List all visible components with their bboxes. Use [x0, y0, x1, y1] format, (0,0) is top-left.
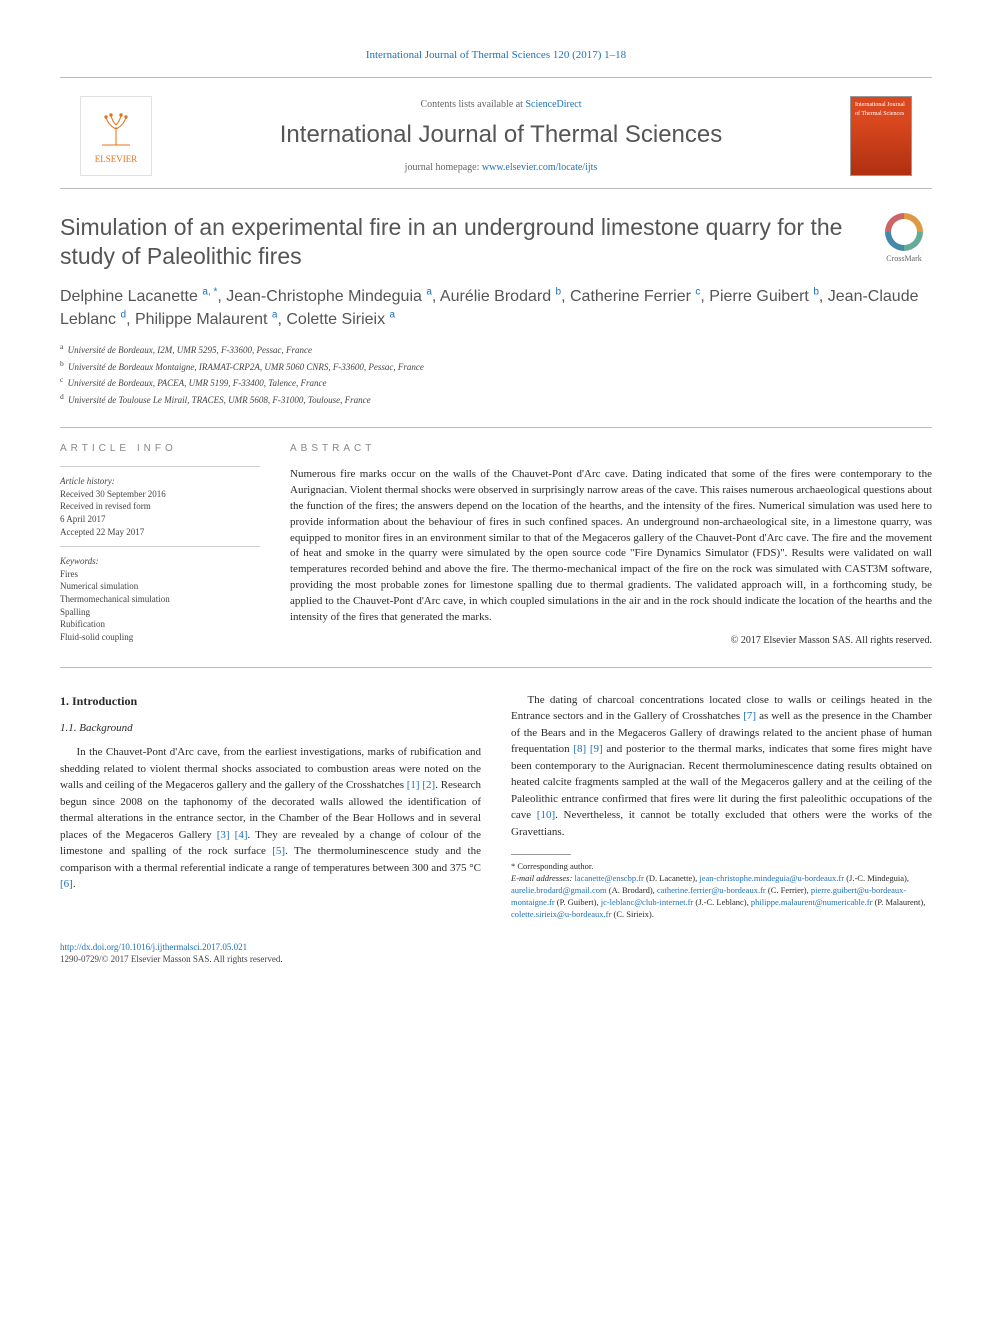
ref-8[interactable]: [8]	[573, 743, 586, 755]
header-citation: International Journal of Thermal Science…	[60, 48, 932, 63]
keywords-list: FiresNumerical simulationThermomechanica…	[60, 568, 260, 644]
homepage-line: journal homepage: www.elsevier.com/locat…	[172, 161, 830, 175]
footnote-separator	[511, 854, 571, 855]
ref-10[interactable]: [10]	[537, 809, 555, 821]
elsevier-logo: ELSEVIER	[80, 96, 152, 176]
abstract-heading: ABSTRACT	[290, 442, 932, 457]
sciencedirect-link[interactable]: ScienceDirect	[525, 99, 581, 110]
doi-link[interactable]: http://dx.doi.org/10.1016/j.ijthermalsci…	[60, 942, 247, 952]
crossmark-icon	[885, 213, 923, 251]
ref-7[interactable]: [7]	[743, 710, 756, 722]
ref-4[interactable]: [4]	[235, 829, 248, 841]
journal-name: International Journal of Thermal Science…	[172, 118, 830, 152]
page-footer: http://dx.doi.org/10.1016/j.ijthermalsci…	[60, 941, 932, 966]
author-list: Delphine Lacanette a, *, Jean-Christophe…	[60, 285, 932, 331]
ref-2[interactable]: [2]	[422, 779, 435, 791]
crossmark-label: CrossMark	[886, 253, 922, 264]
contents-available-line: Contents lists available at ScienceDirec…	[172, 98, 830, 112]
corresponding-author-note: * Corresponding author.	[511, 861, 932, 873]
ref-9[interactable]: [9]	[590, 743, 603, 755]
abstract: ABSTRACT Numerous fire marks occur on th…	[290, 442, 932, 648]
elsevier-label: ELSEVIER	[95, 153, 138, 166]
keywords-label: Keywords:	[60, 556, 99, 566]
journal-homepage-link[interactable]: www.elsevier.com/locate/ijts	[482, 162, 597, 173]
paragraph-2: The dating of charcoal concentrations lo…	[511, 692, 932, 841]
abstract-copyright: © 2017 Elsevier Masson SAS. All rights r…	[290, 634, 932, 649]
issn-copyright: 1290-0729/© 2017 Elsevier Masson SAS. Al…	[60, 954, 283, 964]
date-received: Received 30 September 2016	[60, 488, 260, 501]
article-title: Simulation of an experimental fire in an…	[60, 213, 856, 271]
paragraph-1: In the Chauvet-Pont d'Arc cave, from the…	[60, 744, 481, 893]
history-label: Article history:	[60, 476, 115, 486]
date-revised-label: Received in revised form	[60, 500, 260, 513]
ref-3[interactable]: [3]	[217, 829, 230, 841]
footnotes: * Corresponding author. E-mail addresses…	[511, 861, 932, 920]
date-accepted: Accepted 22 May 2017	[60, 526, 260, 539]
masthead: ELSEVIER Contents lists available at Sci…	[60, 77, 932, 189]
crossmark-badge[interactable]: CrossMark	[876, 213, 932, 264]
article-info-heading: ARTICLE INFO	[60, 442, 260, 456]
abstract-text: Numerous fire marks occur on the walls o…	[290, 467, 932, 626]
journal-cover-thumbnail: International Journal of Thermal Science…	[850, 96, 912, 176]
date-revised: 6 April 2017	[60, 513, 260, 526]
ref-5[interactable]: [5]	[272, 845, 285, 857]
body-text: 1. Introduction 1.1. Background In the C…	[60, 692, 932, 921]
elsevier-tree-icon	[98, 107, 134, 153]
email-addresses: E-mail addresses: lacanette@enscbp.fr (D…	[511, 873, 932, 921]
section-heading-1-1: 1.1. Background	[60, 720, 481, 737]
affiliations: a Université de Bordeaux, I2M, UMR 5295,…	[60, 341, 932, 407]
ref-1[interactable]: [1]	[407, 779, 420, 791]
section-heading-1: 1. Introduction	[60, 692, 481, 710]
article-info: ARTICLE INFO Article history: Received 3…	[60, 442, 260, 648]
ref-6[interactable]: [6]	[60, 878, 73, 890]
